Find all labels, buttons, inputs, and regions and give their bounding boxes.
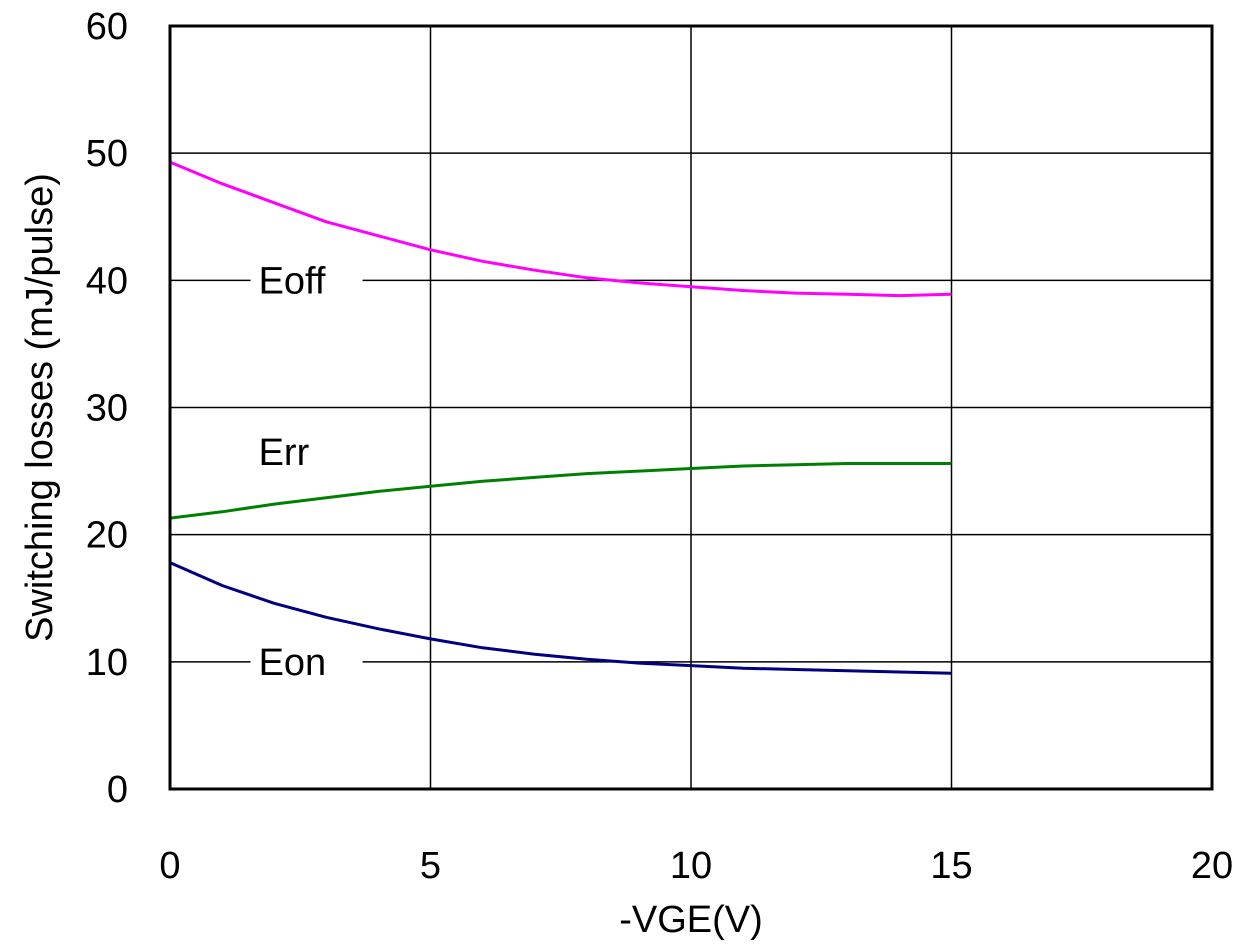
x-tick-label: 10 xyxy=(670,845,712,887)
series-label-bg xyxy=(250,428,363,475)
y-tick-label: 20 xyxy=(86,515,128,557)
series-label-eoff: Eoff xyxy=(259,260,326,302)
y-tick-label: 10 xyxy=(86,642,128,684)
y-tick-label: 60 xyxy=(86,6,128,48)
y-tick-labels: 0 10 20 30 40 50 60 xyxy=(86,6,128,811)
y-tick-label: 50 xyxy=(86,133,128,175)
y-tick-label: 0 xyxy=(107,769,128,811)
series-label-bg xyxy=(250,637,363,684)
series-line-err xyxy=(169,462,952,520)
series-line-eon xyxy=(169,561,952,675)
series-label-err: Err xyxy=(259,432,310,474)
y-tick-label: 30 xyxy=(86,388,128,430)
plot-frame xyxy=(168,24,1214,791)
x-tick-label: 0 xyxy=(159,845,180,887)
series-line-eoff xyxy=(169,160,952,298)
x-axis-label: -VGE(V) xyxy=(619,899,763,941)
x-tick-label: 5 xyxy=(420,845,441,887)
x-tick-labels: 0 5 10 15 20 xyxy=(159,845,1233,887)
series-labels: Eoff Err Eon xyxy=(250,256,363,684)
series-lines xyxy=(169,160,952,675)
x-tick-label: 15 xyxy=(930,845,972,887)
y-axis-label: Switching losses (mJ/pulse) xyxy=(19,173,61,642)
x-tick-label: 20 xyxy=(1191,845,1233,887)
series-label-eon: Eon xyxy=(259,642,327,684)
series-label-bg xyxy=(250,256,363,303)
y-tick-label: 40 xyxy=(86,260,128,302)
